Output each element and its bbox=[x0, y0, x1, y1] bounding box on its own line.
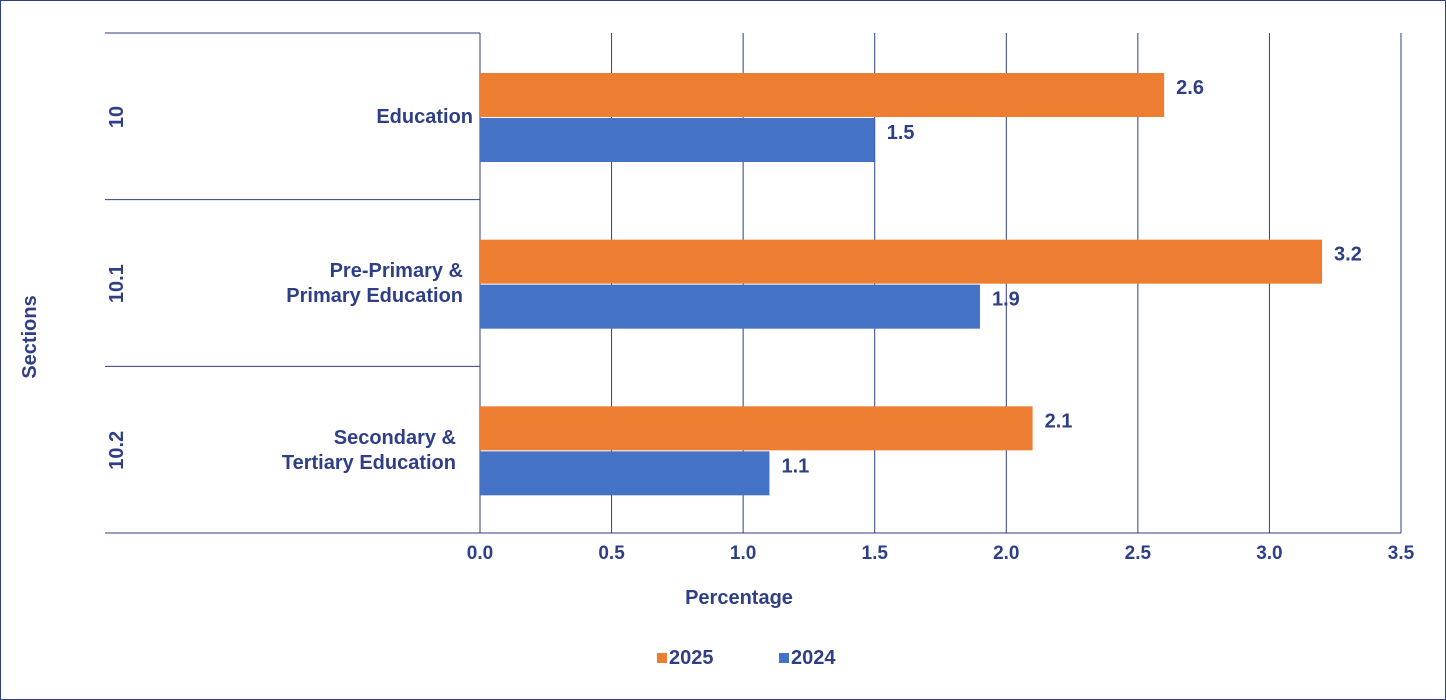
data-label: 3.2 bbox=[1334, 244, 1362, 266]
x-tick-label: 0.0 bbox=[467, 543, 493, 564]
legend: 2025 2024 bbox=[657, 647, 836, 669]
data-label: 2.6 bbox=[1176, 77, 1204, 99]
data-label: 1.5 bbox=[887, 122, 915, 144]
bar-2025 bbox=[480, 406, 1033, 451]
legend-label: 2024 bbox=[791, 647, 836, 669]
x-axis-label: Percentage bbox=[685, 587, 793, 609]
data-label: 2.1 bbox=[1045, 410, 1073, 432]
category-name: Secondary & bbox=[334, 427, 456, 449]
legend-swatch bbox=[779, 653, 789, 663]
x-tick-label: 3.5 bbox=[1388, 543, 1415, 564]
bar-2024 bbox=[480, 451, 770, 496]
bar-2025 bbox=[480, 239, 1323, 284]
data-label: 1.9 bbox=[992, 289, 1020, 311]
category-name: Tertiary Education bbox=[282, 452, 456, 474]
x-tick-label: 1.0 bbox=[730, 543, 756, 564]
bars: 2.6 1.5 3.2 1.9 2.1 1.1 bbox=[480, 73, 1362, 496]
bar-2024 bbox=[480, 118, 875, 162]
category-code: 10.2 bbox=[106, 431, 128, 470]
x-tick-label: 0.5 bbox=[598, 543, 625, 564]
legend-swatch bbox=[657, 653, 667, 663]
category-labels: 10 Education 10.1 Pre-Primary & Primary Educ… bbox=[106, 106, 473, 474]
category-name: Education bbox=[376, 106, 473, 128]
data-label: 1.1 bbox=[781, 455, 809, 477]
y-axis-label: Sections bbox=[19, 295, 41, 378]
legend-label: 2025 bbox=[669, 647, 714, 669]
x-tick-label: 2.0 bbox=[993, 543, 1019, 564]
x-tick-label: 3.0 bbox=[1256, 543, 1282, 564]
category-code: 10 bbox=[106, 106, 128, 128]
x-axis-ticks: 0.0 0.5 1.0 1.5 2.0 2.5 3.0 3.5 bbox=[467, 543, 1415, 564]
category-name: Primary Education bbox=[286, 285, 463, 307]
bar-2025 bbox=[480, 73, 1165, 117]
x-tick-label: 1.5 bbox=[862, 543, 889, 564]
category-name: Pre-Primary & bbox=[330, 260, 463, 282]
x-tick-label: 2.5 bbox=[1125, 543, 1152, 564]
category-code: 10.1 bbox=[106, 264, 128, 303]
bar-2024 bbox=[480, 284, 980, 329]
